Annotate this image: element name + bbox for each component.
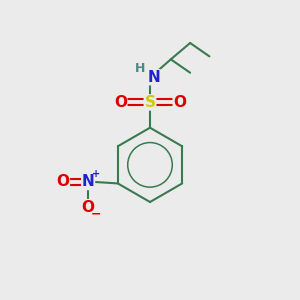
Text: N: N (82, 175, 94, 190)
Text: O: O (56, 175, 69, 190)
Text: −: − (91, 207, 102, 220)
Text: O: O (82, 200, 94, 215)
Text: S: S (145, 95, 155, 110)
Text: H: H (135, 62, 146, 75)
Text: +: + (92, 169, 101, 178)
Text: O: O (173, 95, 186, 110)
Text: N: N (147, 70, 160, 85)
Text: O: O (114, 95, 127, 110)
